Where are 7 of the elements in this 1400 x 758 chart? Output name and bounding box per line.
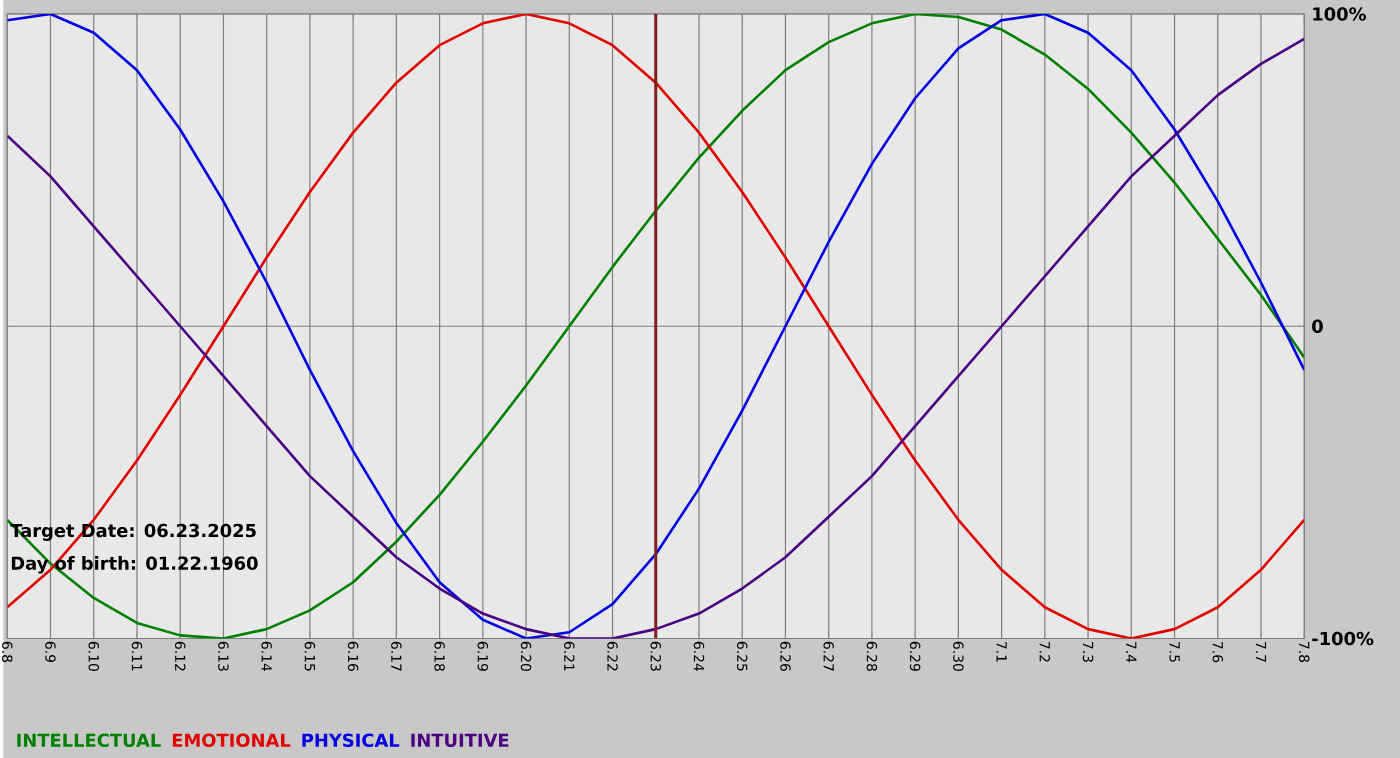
text: INTUITIVE: [411, 733, 509, 747]
y-tick-label: -100%: [1312, 631, 1374, 646]
text: INTELLECTUAL: [17, 733, 161, 747]
text: PHYSICAL: [302, 733, 400, 747]
y-tick-label: 100%: [1313, 7, 1366, 21]
text: EMOTIONAL: [172, 733, 291, 747]
y-tick-label: 0: [1312, 319, 1323, 333]
